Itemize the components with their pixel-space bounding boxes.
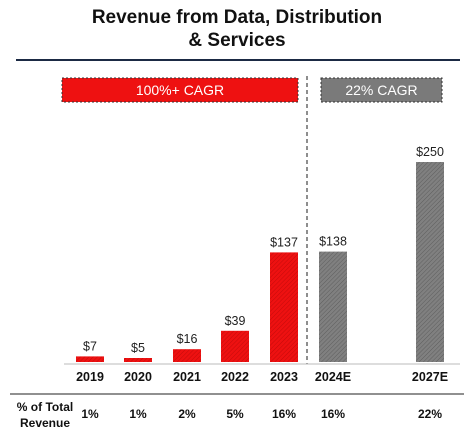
percent-value-2024E: 16% bbox=[321, 407, 345, 421]
x-tick-label-2024E: 2024E bbox=[315, 370, 351, 384]
percent-value-2022: 5% bbox=[226, 407, 244, 421]
title-divider bbox=[16, 59, 460, 61]
bar-value-label-2027E: $250 bbox=[416, 145, 444, 159]
chart-title: Revenue from Data, Distribution & Servic… bbox=[0, 6, 474, 52]
bar-value-labels: $7 $5 $16 $39 $137 $138 $250 bbox=[83, 145, 444, 355]
bar-2021 bbox=[173, 349, 201, 362]
bar-2024E bbox=[319, 251, 347, 362]
chart-title-line2: & Services bbox=[188, 30, 286, 51]
bar-value-label-2022: $39 bbox=[225, 314, 246, 328]
x-tick-label-2027E: 2027E bbox=[412, 370, 448, 384]
x-tick-label-2019: 2019 bbox=[76, 370, 104, 384]
chart-title-line1: Revenue from Data, Distribution bbox=[91, 7, 383, 28]
bars bbox=[76, 162, 444, 362]
cagr-label-2: 22% CAGR bbox=[345, 82, 417, 98]
bar-value-label-2019: $7 bbox=[83, 339, 97, 353]
cagr-banners: 100%+ CAGR 22% CAGR bbox=[61, 77, 443, 103]
bar-2027E bbox=[416, 162, 444, 362]
bar-2023 bbox=[270, 252, 298, 362]
x-axis-tick-labels: 2019 2020 2021 2022 2023 2024E 2027E bbox=[76, 370, 448, 384]
bar-value-label-2023: $137 bbox=[270, 235, 298, 249]
percent-value-2027E: 22% bbox=[418, 407, 442, 421]
percent-value-2020: 1% bbox=[129, 407, 147, 421]
percent-of-revenue-values: 1% 1% 2% 5% 16% 16% 22% bbox=[81, 407, 442, 421]
percent-value-2021: 2% bbox=[178, 407, 196, 421]
percent-value-2019: 1% bbox=[81, 407, 99, 421]
bar-value-label-2021: $16 bbox=[177, 332, 198, 346]
cagr-box-1 bbox=[61, 77, 299, 103]
percent-value-2023: 16% bbox=[272, 407, 296, 421]
bar-2019 bbox=[76, 356, 104, 362]
cagr-box-2 bbox=[320, 77, 443, 103]
x-tick-label-2022: 2022 bbox=[221, 370, 249, 384]
bar-2020 bbox=[124, 358, 152, 362]
percent-row-label-line2: Revenue bbox=[20, 416, 70, 430]
x-tick-label-2021: 2021 bbox=[173, 370, 201, 384]
percent-row-label-line1: % of Total bbox=[17, 400, 73, 414]
bar-value-label-2020: $5 bbox=[131, 341, 145, 355]
bar-value-label-2024E: $138 bbox=[319, 235, 347, 249]
bar-2022 bbox=[221, 330, 249, 362]
x-tick-label-2023: 2023 bbox=[270, 370, 298, 384]
cagr-label-1: 100%+ CAGR bbox=[136, 82, 224, 98]
x-tick-label-2020: 2020 bbox=[124, 370, 152, 384]
